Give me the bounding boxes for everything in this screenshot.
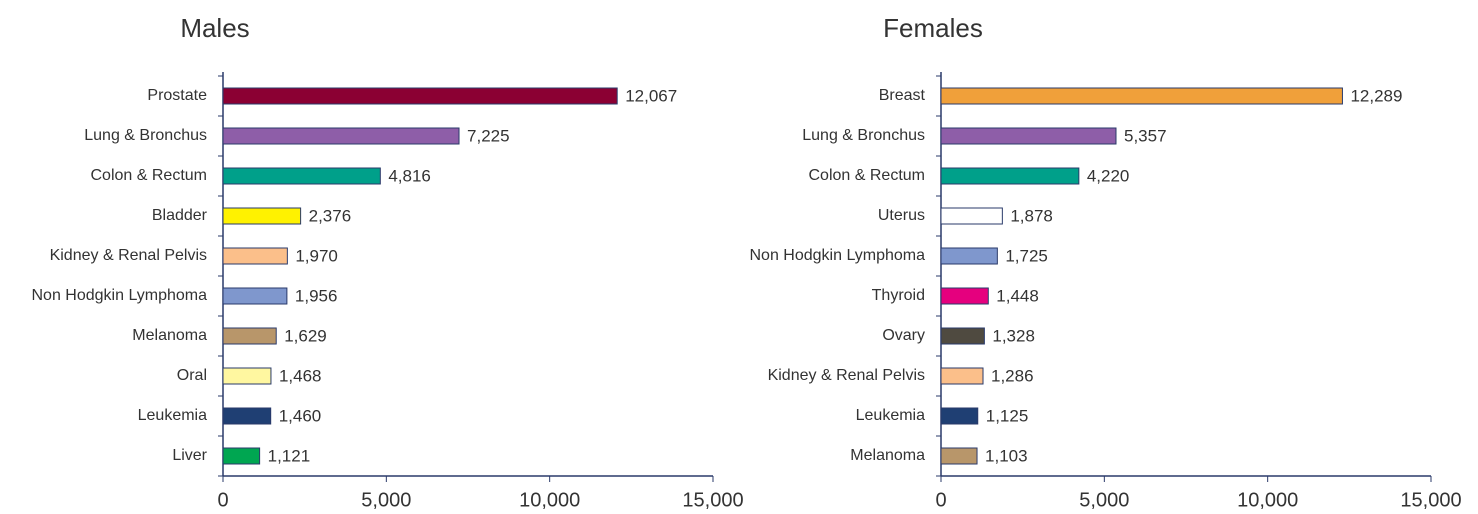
bar [222, 287, 288, 305]
category-label: Kidney & Renal Pelvis [768, 367, 925, 384]
category-label: Non Hodgkin Lymphoma [750, 247, 926, 264]
category-label: Leukemia [138, 407, 207, 424]
value-label: 1,103 [985, 446, 1028, 465]
bar [940, 167, 1080, 185]
category-label: Colon & Rectum [91, 167, 208, 184]
value-label: 1,286 [991, 366, 1034, 385]
chart-title: Males [180, 13, 249, 43]
bar [222, 327, 277, 345]
category-label: Lung & Bronchus [802, 127, 925, 144]
category-label: Leukemia [856, 407, 925, 424]
category-label: Melanoma [850, 447, 925, 464]
x-tick-label: 15,000 [1400, 489, 1461, 511]
value-label: 1,878 [1010, 206, 1053, 225]
bar [222, 367, 272, 385]
value-label: 7,225 [467, 126, 510, 145]
bar [222, 87, 618, 105]
bar [222, 127, 460, 145]
value-label: 1,121 [268, 446, 311, 465]
x-tick-label: 15,000 [682, 489, 743, 511]
value-label: 2,376 [309, 206, 352, 225]
value-label: 5,357 [1124, 126, 1167, 145]
value-label: 12,067 [625, 86, 677, 105]
category-label: Liver [172, 447, 207, 464]
category-label: Melanoma [132, 327, 207, 344]
bar [940, 367, 984, 385]
bar [222, 447, 261, 465]
category-label: Thyroid [872, 287, 925, 304]
x-tick-label: 10,000 [519, 489, 580, 511]
category-label: Breast [879, 87, 926, 104]
bar [222, 207, 302, 225]
bar [940, 127, 1117, 145]
bar [940, 287, 989, 305]
category-label: Prostate [147, 87, 207, 104]
bar [222, 247, 288, 265]
bar [940, 207, 1003, 225]
x-tick-label: 5,000 [1079, 489, 1129, 511]
x-tick-label: 0 [217, 489, 228, 511]
value-label: 1,125 [986, 406, 1029, 425]
value-label: 4,816 [388, 166, 431, 185]
bar [222, 407, 272, 425]
x-tick-label: 10,000 [1237, 489, 1298, 511]
chart-title: Females [883, 13, 983, 43]
value-label: 1,468 [279, 366, 322, 385]
bar [940, 327, 985, 345]
bar [940, 407, 979, 425]
category-label: Lung & Bronchus [84, 127, 207, 144]
bar [940, 247, 998, 265]
category-label: Kidney & Renal Pelvis [50, 247, 207, 264]
value-label: 1,448 [996, 286, 1039, 305]
category-label: Oral [177, 367, 207, 384]
value-label: 1,328 [992, 326, 1035, 345]
bar [940, 447, 978, 465]
value-label: 12,289 [1350, 86, 1402, 105]
value-label: 1,725 [1005, 246, 1048, 265]
bar [222, 167, 381, 185]
x-tick-label: 0 [935, 489, 946, 511]
value-label: 1,956 [295, 286, 338, 305]
category-label: Ovary [882, 327, 925, 344]
bar [940, 87, 1343, 105]
value-label: 1,629 [284, 326, 327, 345]
category-label: Non Hodgkin Lymphoma [32, 287, 208, 304]
value-label: 1,970 [295, 246, 338, 265]
value-label: 1,460 [279, 406, 322, 425]
value-label: 4,220 [1087, 166, 1130, 185]
category-label: Uterus [878, 207, 925, 224]
category-label: Bladder [152, 207, 208, 224]
x-tick-label: 5,000 [361, 489, 411, 511]
category-label: Colon & Rectum [809, 167, 926, 184]
